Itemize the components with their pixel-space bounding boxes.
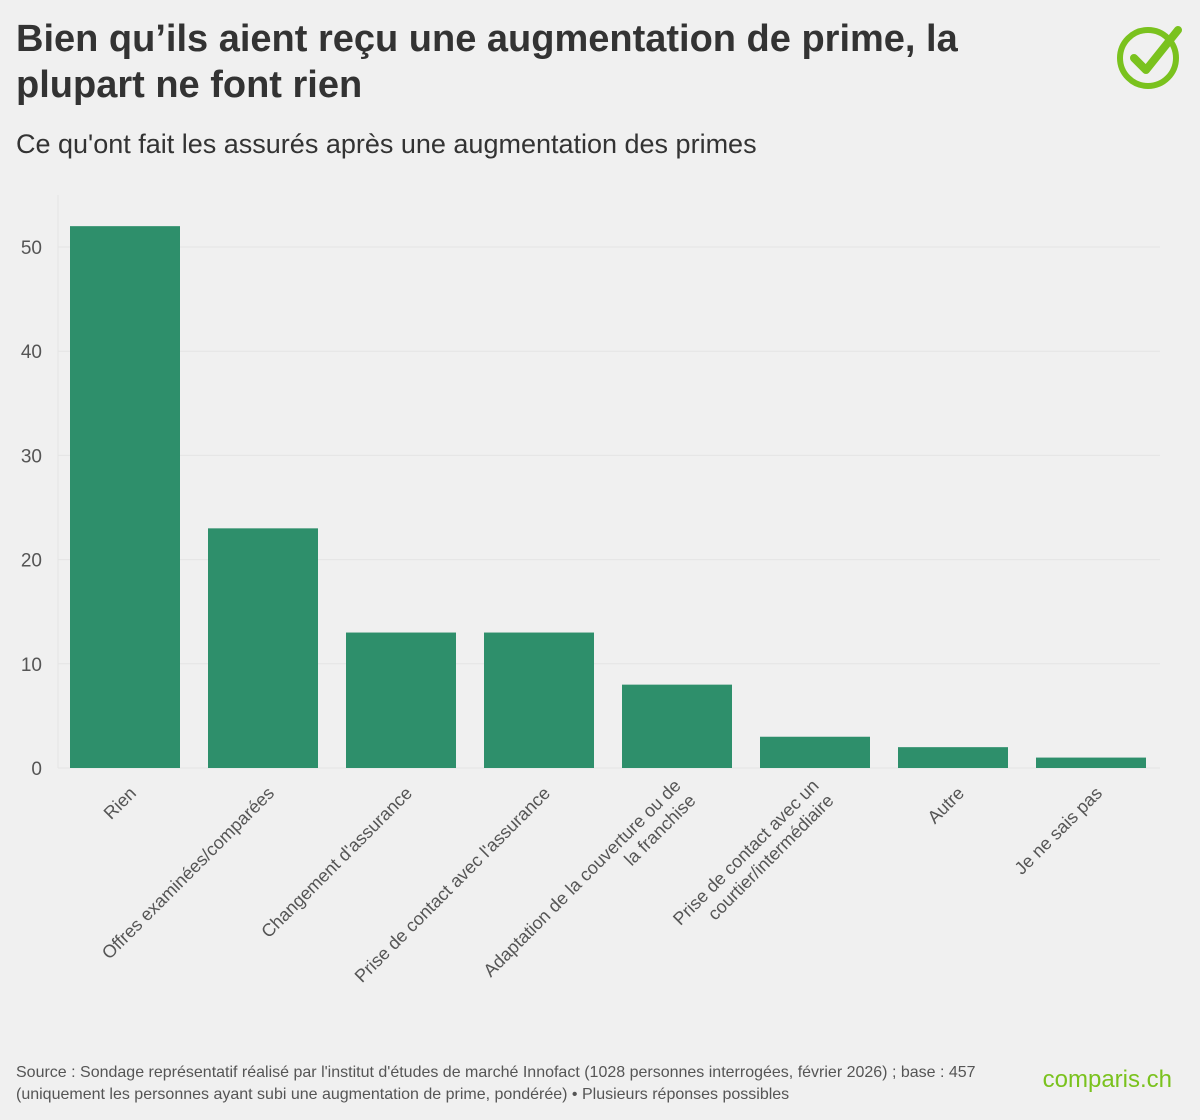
x-tick-label: Changement d'assurance <box>257 783 416 942</box>
y-tick-label: 0 <box>31 759 42 780</box>
y-tick-label: 10 <box>21 655 42 676</box>
bar <box>898 747 1008 768</box>
source-note: Source : Sondage représentatif réalisé p… <box>16 1064 976 1103</box>
y-tick-label: 40 <box>21 342 42 363</box>
y-tick-label: 50 <box>21 238 42 259</box>
bar <box>208 528 318 768</box>
check-circle-icon <box>1117 26 1182 89</box>
x-tick-label: Adaptation de la couverture ou dela fran… <box>479 776 699 996</box>
y-tick-label: 20 <box>21 551 42 572</box>
bar <box>70 226 180 768</box>
bar <box>622 684 732 768</box>
bar <box>346 632 456 768</box>
x-tick-label: Je ne sais pas <box>1011 783 1107 879</box>
brand-logo: comparis.ch <box>1042 1066 1172 1093</box>
chart-subtitle: Ce qu'ont fait les assurés après une aug… <box>16 129 757 159</box>
bar <box>1036 757 1146 768</box>
chart-title: Bien qu’ils aient reçu une augmentation … <box>16 18 958 106</box>
bar <box>484 632 594 768</box>
y-tick-label: 30 <box>21 446 42 467</box>
bars <box>70 226 1146 768</box>
bar <box>760 736 870 768</box>
y-axis-ticks: 0 10 20 30 40 50 <box>21 238 42 780</box>
x-tick-label: Autre <box>924 783 969 828</box>
x-tick-label: Rien <box>100 783 140 823</box>
